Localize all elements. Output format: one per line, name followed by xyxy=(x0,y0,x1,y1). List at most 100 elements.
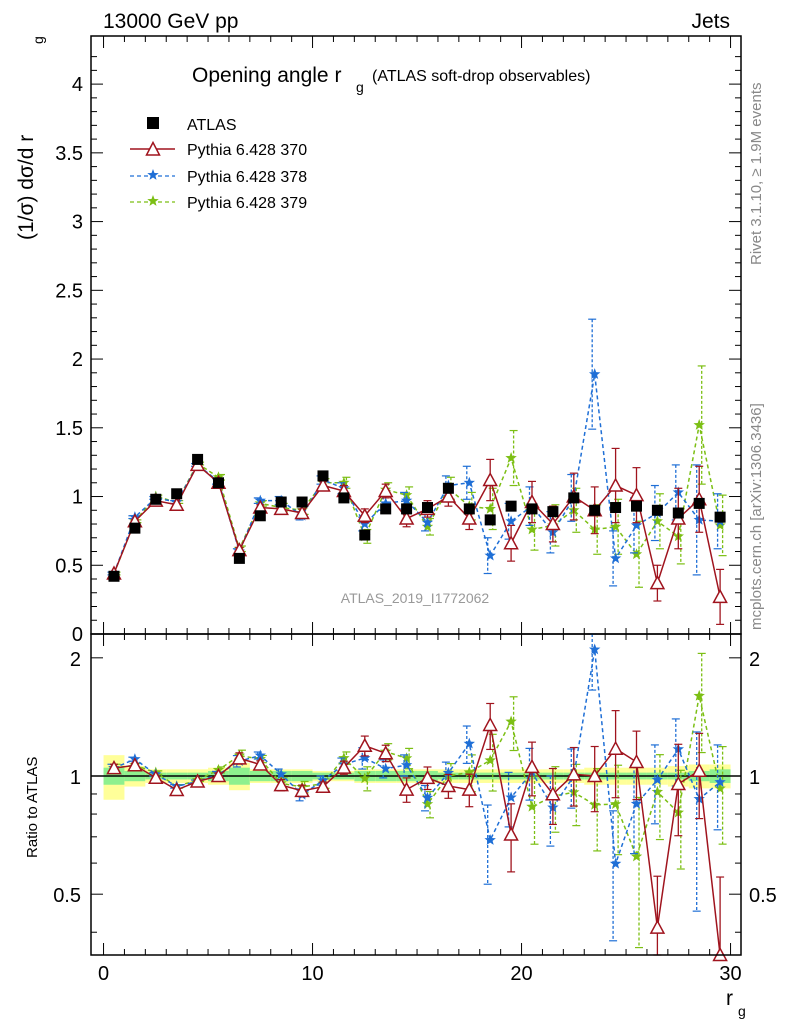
ratio-panel: 0.5 0.51 12 20 10 20 30 xyxy=(53,633,777,985)
ratio-star-marker xyxy=(609,798,622,810)
x-axis-label: r xyxy=(726,987,733,1010)
ratio-star-marker xyxy=(442,766,455,778)
ratio-star-marker xyxy=(505,715,517,727)
legend-entry-378: Pythia 6.428 378 xyxy=(130,169,307,186)
analysis-id: ATLAS_2019_I1772062 xyxy=(341,590,490,606)
ratio-star-marker xyxy=(630,850,643,862)
process-label: Jets xyxy=(691,10,730,33)
atlas-data-marker xyxy=(296,496,308,508)
triangle-marker xyxy=(315,477,331,492)
star-marker xyxy=(505,452,517,463)
star-marker xyxy=(400,494,413,506)
atlas-data-marker xyxy=(150,493,162,505)
y-tick-label: 2.5 xyxy=(55,280,83,302)
atlas-data-marker xyxy=(589,504,601,516)
ratio-series-line xyxy=(113,695,721,859)
ratio-triangle-marker xyxy=(482,716,498,732)
triangle-marker xyxy=(398,510,415,525)
x-tick-label: 20 xyxy=(510,963,532,985)
legend-label-379: Pythia 6.428 379 xyxy=(187,195,307,212)
ratio-y-axis-label: Ratio to ATLAS xyxy=(24,757,41,858)
ratio-triangle-marker xyxy=(189,773,206,788)
ratio-triangle-marker xyxy=(586,767,603,783)
legend-marker-star xyxy=(147,169,159,180)
ratio-triangle-marker xyxy=(670,775,687,791)
star-marker xyxy=(463,476,475,488)
main-panel: 0 0.5 1 1.5 2 2.5 3 3.5 4 xyxy=(55,35,742,646)
atlas-data-marker xyxy=(192,453,204,465)
plot-title: Opening angle r g (ATLAS soft-drop obser… xyxy=(192,64,590,95)
star-marker xyxy=(484,502,496,514)
ratio-star-marker xyxy=(609,857,622,869)
ratio-star-marker xyxy=(421,791,434,803)
y-tick-label: 1.5 xyxy=(55,418,83,440)
legend-entry-370: Pythia 6.428 370 xyxy=(130,140,307,159)
legend-label-atlas: ATLAS xyxy=(187,117,237,134)
triangle-marker xyxy=(377,482,394,498)
ratio-triangle-marker xyxy=(273,777,289,792)
ratio-star-marker xyxy=(588,643,601,655)
legend-entry-atlas: ATLAS xyxy=(147,117,237,134)
atlas-data-marker xyxy=(651,504,663,516)
ratio-triangle-marker xyxy=(294,782,310,798)
star-marker xyxy=(526,523,538,535)
star-marker xyxy=(421,516,434,528)
atlas-data-marker xyxy=(714,511,726,523)
star-marker xyxy=(714,519,726,531)
atlas-data-marker xyxy=(630,500,642,512)
ratio-triangle-marker xyxy=(148,769,164,785)
ratio-star-marker xyxy=(651,785,664,797)
triangle-marker xyxy=(273,500,289,516)
x-tick-label: 30 xyxy=(719,963,741,985)
atlas-data-marker xyxy=(526,503,538,515)
atlas-data-marker xyxy=(693,497,705,509)
ratio-y-tick-label-right: 1 xyxy=(749,767,760,789)
ratio-star-marker xyxy=(484,754,496,766)
ratio-triangle-marker xyxy=(210,767,227,783)
ratio-star-marker xyxy=(693,689,705,701)
atlas-data-marker xyxy=(547,506,559,518)
ratio-star-marker xyxy=(400,752,413,764)
triangle-marker xyxy=(712,588,728,604)
ratio-y-tick-label: 2 xyxy=(70,649,81,671)
title-parenthetical: (ATLAS soft-drop observables) xyxy=(372,68,590,85)
legend-label-370: Pythia 6.428 370 xyxy=(187,142,307,159)
ratio-y-tick-label: 1 xyxy=(70,767,81,789)
ratio-triangle-marker xyxy=(231,750,248,765)
ratio-star-marker xyxy=(484,834,496,845)
legend-label-378: Pythia 6.428 378 xyxy=(187,169,307,186)
ratio-star-marker xyxy=(463,737,475,749)
y-tick-label: 3.5 xyxy=(55,143,83,165)
atlas-data-marker xyxy=(317,470,329,482)
atlas-data-marker xyxy=(672,507,684,519)
ratio-star-marker xyxy=(254,749,266,761)
legend-marker-triangle xyxy=(145,140,161,156)
ratio-star-marker xyxy=(400,759,413,770)
ratio-triangle-marker xyxy=(524,758,540,774)
triangle-marker xyxy=(503,535,519,550)
title-main: Opening angle r xyxy=(192,64,341,87)
ratio-triangle-marker xyxy=(419,769,436,785)
ratio-triangle-marker xyxy=(649,919,666,934)
triangle-marker xyxy=(168,496,185,512)
collider-label: 13000 GeV pp xyxy=(103,10,238,33)
star-marker xyxy=(630,548,643,560)
atlas-data-marker xyxy=(380,503,392,515)
atlas-data-marker xyxy=(171,488,183,500)
ratio-triangle-marker xyxy=(398,781,415,796)
atlas-data-marker xyxy=(463,503,475,515)
rivet-label: Rivet 3.1.10, ≥ 1.9M events xyxy=(748,83,765,266)
star-marker xyxy=(630,519,643,531)
y-tick-label: 0.5 xyxy=(55,555,83,577)
title-subscript: g xyxy=(356,79,364,95)
ratio-star-marker xyxy=(505,791,517,803)
atlas-data-marker xyxy=(505,500,517,512)
ratio-triangle-marker xyxy=(503,826,519,841)
ratio-triangle-marker xyxy=(545,786,561,801)
atlas-data-marker xyxy=(442,482,454,494)
legend-entry-379: Pythia 6.428 379 xyxy=(130,195,307,212)
star-marker xyxy=(651,515,664,527)
ratio-triangle-marker xyxy=(461,781,478,796)
y-tick-label: 3 xyxy=(72,212,83,234)
